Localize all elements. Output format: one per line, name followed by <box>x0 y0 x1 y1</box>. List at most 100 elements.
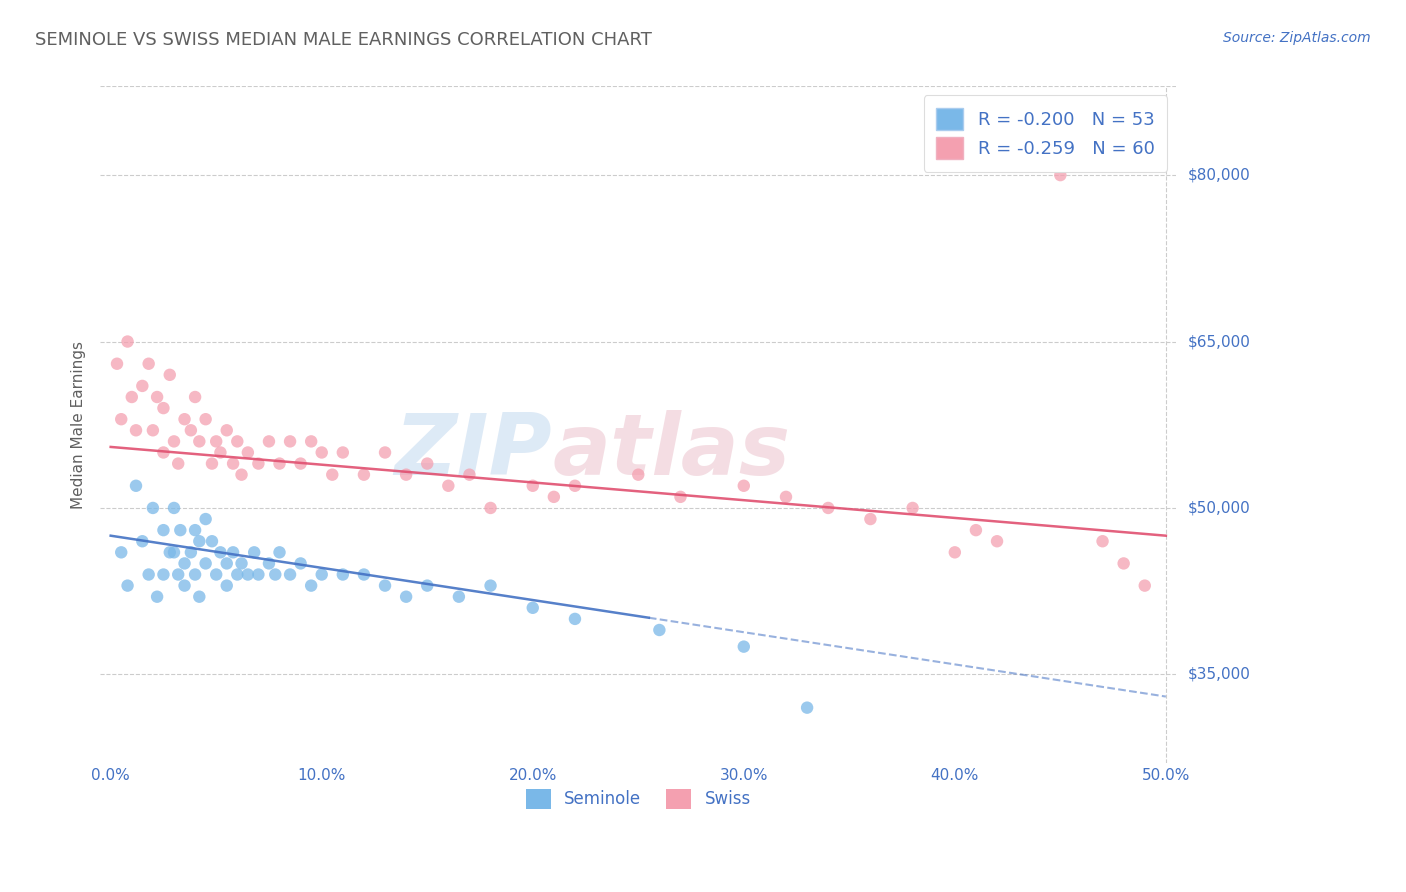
Point <box>986 534 1008 549</box>
Point <box>374 579 396 593</box>
Point <box>167 567 190 582</box>
Point <box>321 467 343 482</box>
Point <box>479 500 502 515</box>
Point <box>194 412 217 426</box>
Point <box>163 545 186 559</box>
Text: atlas: atlas <box>553 410 790 493</box>
Point <box>817 500 839 515</box>
Point <box>278 434 301 449</box>
Point <box>290 457 312 471</box>
Point <box>1112 557 1135 571</box>
Point <box>648 623 671 637</box>
Point <box>184 390 207 404</box>
Point <box>201 457 224 471</box>
Point <box>152 523 174 537</box>
Text: $80,000: $80,000 <box>1188 168 1250 183</box>
Point <box>447 590 470 604</box>
Point <box>180 423 202 437</box>
Text: $35,000: $35,000 <box>1188 667 1250 681</box>
Point <box>209 545 232 559</box>
Point <box>131 379 153 393</box>
Text: SEMINOLE VS SWISS MEDIAN MALE EARNINGS CORRELATION CHART: SEMINOLE VS SWISS MEDIAN MALE EARNINGS C… <box>35 31 652 49</box>
Point <box>205 567 228 582</box>
Point <box>311 445 333 459</box>
Point <box>1049 168 1071 182</box>
Point <box>247 567 270 582</box>
Point <box>125 479 148 493</box>
Point <box>299 579 322 593</box>
Point <box>257 434 280 449</box>
Point <box>180 545 202 559</box>
Point <box>627 467 650 482</box>
Point <box>669 490 692 504</box>
Point <box>257 557 280 571</box>
Point <box>236 567 259 582</box>
Point <box>201 534 224 549</box>
Point <box>290 557 312 571</box>
Point <box>152 445 174 459</box>
Point <box>184 523 207 537</box>
Point <box>125 423 148 437</box>
Point <box>152 567 174 582</box>
Point <box>965 523 987 537</box>
Point <box>231 557 253 571</box>
Point <box>152 401 174 416</box>
Point <box>173 579 195 593</box>
Point <box>138 567 160 582</box>
Point <box>110 412 132 426</box>
Point <box>184 567 207 582</box>
Point <box>1091 534 1114 549</box>
Point <box>264 567 287 582</box>
Point <box>117 579 139 593</box>
Point <box>215 423 238 437</box>
Point <box>564 612 586 626</box>
Point <box>222 545 245 559</box>
Point <box>353 467 375 482</box>
Point <box>146 590 169 604</box>
Point <box>159 368 181 382</box>
Legend: Seminole, Swiss: Seminole, Swiss <box>512 775 763 822</box>
Point <box>169 523 191 537</box>
Point <box>188 590 211 604</box>
Point <box>222 457 245 471</box>
Point <box>142 500 165 515</box>
Point <box>479 579 502 593</box>
Point <box>146 390 169 404</box>
Text: $50,000: $50,000 <box>1188 500 1250 516</box>
Point <box>1133 579 1156 593</box>
Point <box>236 445 259 459</box>
Point <box>353 567 375 582</box>
Point <box>159 545 181 559</box>
Point <box>226 434 249 449</box>
Point <box>209 445 232 459</box>
Point <box>775 490 797 504</box>
Point <box>437 479 460 493</box>
Point <box>395 590 418 604</box>
Point <box>194 557 217 571</box>
Point <box>458 467 481 482</box>
Point <box>138 357 160 371</box>
Point <box>105 357 128 371</box>
Point <box>416 457 439 471</box>
Point <box>121 390 143 404</box>
Point <box>163 434 186 449</box>
Text: Source: ZipAtlas.com: Source: ZipAtlas.com <box>1223 31 1371 45</box>
Y-axis label: Median Male Earnings: Median Male Earnings <box>72 341 86 508</box>
Point <box>163 500 186 515</box>
Point <box>395 467 418 482</box>
Point <box>142 423 165 437</box>
Text: $65,000: $65,000 <box>1188 334 1250 349</box>
Point <box>167 457 190 471</box>
Point <box>374 445 396 459</box>
Point <box>522 600 544 615</box>
Point <box>194 512 217 526</box>
Point <box>543 490 565 504</box>
Point <box>205 434 228 449</box>
Point <box>901 500 924 515</box>
Point <box>131 534 153 549</box>
Point <box>188 434 211 449</box>
Point <box>943 545 966 559</box>
Point <box>269 457 291 471</box>
Point <box>269 545 291 559</box>
Point <box>859 512 882 526</box>
